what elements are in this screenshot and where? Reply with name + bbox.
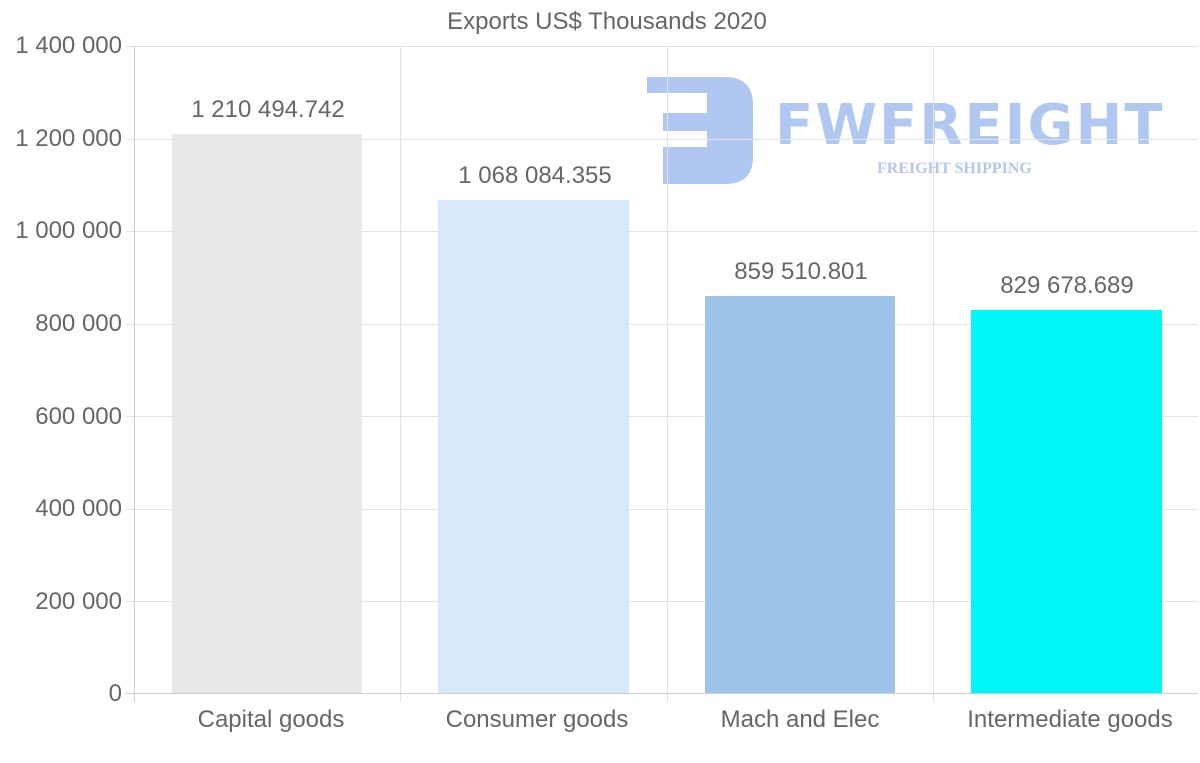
bar-mach-and-elec[interactable] — [705, 296, 895, 694]
bar-capital-goods[interactable] — [172, 134, 362, 694]
x-tick-label: Mach and Elec — [720, 706, 880, 733]
fwfreight-logo-icon — [647, 77, 753, 184]
gridline-x — [667, 46, 668, 702]
plot-area — [126, 46, 1198, 702]
gridline-y — [126, 231, 1198, 233]
y-tick-label: 800 000 — [35, 310, 122, 337]
y-tick-label: 1 200 000 — [15, 125, 122, 152]
gridline-y — [126, 601, 1198, 603]
y-tick-label: 1 400 000 — [15, 32, 122, 59]
y-axis-line — [134, 46, 135, 702]
bar-value-label: 1 210 494.742 — [191, 96, 345, 123]
gridline-y — [126, 508, 1198, 510]
x-tick-label: Consumer goods — [445, 706, 629, 733]
gridline-y — [126, 46, 1198, 47]
bar-intermediate-goods[interactable] — [971, 310, 1162, 694]
bar-value-label: 859 510.801 — [734, 258, 868, 285]
bar-value-label: 829 678.689 — [1000, 272, 1134, 299]
watermark-tagline: FREIGHT SHIPPING — [877, 160, 1032, 177]
x-axis-line — [126, 693, 1198, 694]
gridline-y — [126, 416, 1198, 418]
x-tick-label: Capital goods — [197, 706, 345, 733]
y-tick-label: 400 000 — [35, 495, 122, 522]
fwfreight-watermark-logo: FWFREIGHT FREIGHT SHIPPING — [645, 73, 1165, 188]
gridline-x — [400, 46, 401, 702]
gridline-y — [126, 323, 1198, 325]
gridline-x — [933, 46, 934, 702]
y-tick-label: 0 — [108, 680, 122, 707]
bar-value-label: 1 068 084.355 — [458, 162, 612, 189]
chart-title: Exports US$ Thousands 2020 — [447, 8, 767, 35]
y-tick-label: 200 000 — [35, 588, 122, 615]
watermark-brand: FWFREIGHT — [775, 93, 1165, 158]
y-tick-label: 600 000 — [35, 403, 122, 430]
bar-consumer-goods[interactable] — [438, 200, 629, 694]
gridline-y — [126, 138, 1198, 140]
y-tick-label: 1 000 000 — [15, 217, 122, 244]
x-tick-label: Intermediate goods — [967, 706, 1173, 733]
